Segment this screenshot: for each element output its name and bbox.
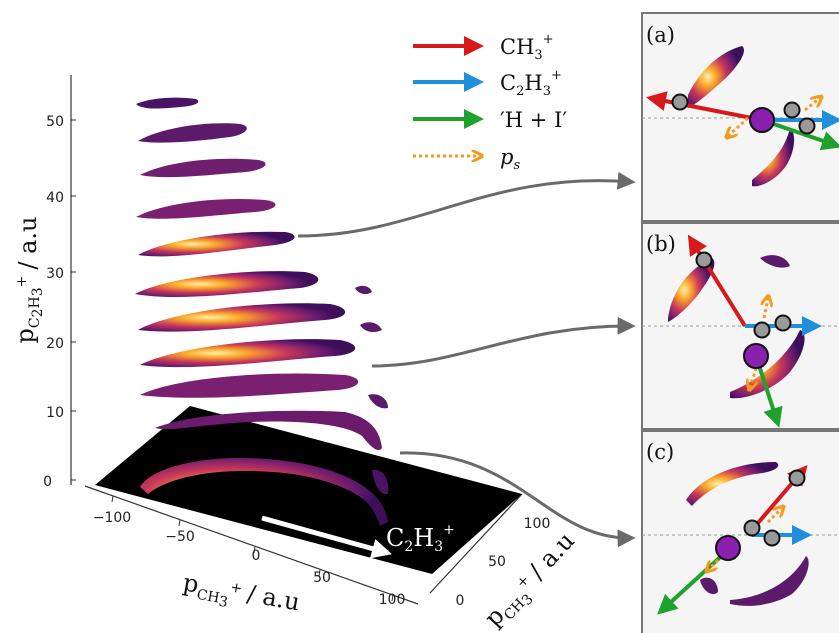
floor-heatmap: C2H3+ xyxy=(95,406,522,574)
panel-b-atom-c2 xyxy=(774,314,792,332)
panel-c-atom-ch3 xyxy=(788,469,806,487)
axes-3d xyxy=(70,75,523,605)
panel-a-arrow-red xyxy=(646,91,763,122)
panel-b-atom-c1 xyxy=(753,321,771,339)
panel-a-arrow-ps-2 xyxy=(728,116,750,136)
y-tick-100: 100 xyxy=(524,516,551,532)
panel-c-atom-i xyxy=(715,535,741,561)
slice-z15 xyxy=(140,373,359,398)
slice-z55 xyxy=(136,97,199,109)
panel-a-label: (a) xyxy=(646,23,675,47)
x-axis-line xyxy=(84,485,419,605)
y-axis-line xyxy=(429,493,523,594)
panel-c-cloud-left xyxy=(700,577,718,595)
x-tick-marks xyxy=(111,495,394,602)
x-tick-0: 0 xyxy=(252,548,261,564)
slice-scatter-4 xyxy=(372,469,389,495)
x-tick-neg50: −50 xyxy=(165,529,195,545)
connector-a xyxy=(297,171,636,238)
panel-a-atom-c2 xyxy=(798,117,816,135)
panel-b-cloud-upper xyxy=(668,258,715,322)
x-axis-label: pCH3+/ a.u xyxy=(180,568,302,623)
panels: (a) (b) xyxy=(641,12,839,633)
svg-text:pCH3+/ a.u: pCH3+/ a.u xyxy=(180,568,302,623)
legend-label-hi: ′H + I′ xyxy=(500,108,567,132)
panel-c-cloud-upper xyxy=(686,462,779,506)
panel-a-arrow-green xyxy=(761,118,839,151)
legend: CH3+ C2H3+ ′H + I′ ps xyxy=(413,32,567,173)
panel-c-atom-c1 xyxy=(743,519,761,537)
slice-scatter-2 xyxy=(360,322,382,333)
slice-z45 xyxy=(140,158,266,178)
z-tick-20: 20 xyxy=(46,336,64,352)
panel-a-cloud-upper xyxy=(688,46,745,108)
slice-z25 xyxy=(138,303,346,332)
panel-b-cloud-fragment xyxy=(760,255,790,268)
y-axis-label: pCH3+/ a.u xyxy=(479,527,585,633)
z-tick-40: 40 xyxy=(46,190,64,206)
slice-z35 xyxy=(138,231,295,257)
y-tick-50: 50 xyxy=(488,554,506,570)
x-tick-neg100: −100 xyxy=(93,510,131,526)
slice-z30 xyxy=(135,271,319,298)
x-tick-50: 50 xyxy=(313,570,331,586)
panel-b-atom-i xyxy=(743,343,769,369)
z-tick-30: 30 xyxy=(46,266,64,282)
connector-c xyxy=(399,451,636,548)
z-axis-label: pC2H3+/ a.u xyxy=(11,217,46,344)
panel-a: (a) xyxy=(641,12,839,222)
panel-c-atom-c2 xyxy=(763,529,781,547)
z-tick-10: 10 xyxy=(46,405,64,421)
connector-b xyxy=(371,316,636,368)
z-tick-marks xyxy=(71,119,76,481)
panel-b-label: (b) xyxy=(646,232,676,256)
slice-z10 xyxy=(155,410,382,451)
slice-z40 xyxy=(136,198,276,219)
panel-a-cloud-lower xyxy=(752,128,795,187)
legend-label-c2h3: C2H3+ xyxy=(500,68,562,99)
panel-a-atom-c1 xyxy=(783,101,801,119)
slice-z50 xyxy=(138,123,247,143)
slice-scatter-1 xyxy=(355,285,372,295)
svg-text:pC2H3+/ a.u: pC2H3+/ a.u xyxy=(11,217,46,344)
panel-c-cloud-lower xyxy=(730,556,809,606)
panel-b-arrow-red xyxy=(687,234,747,328)
z-tick-0: 0 xyxy=(43,474,52,490)
slice-z20 xyxy=(140,339,356,368)
floor-plane xyxy=(95,406,522,574)
panel-a-atom-ch3 xyxy=(671,93,689,111)
floor-arc xyxy=(140,458,388,526)
panel-b: (b) xyxy=(641,222,839,430)
legend-label-ps: ps xyxy=(500,145,520,173)
floor-arrow xyxy=(261,515,392,559)
floor-arrow-label: C2H3+ xyxy=(386,522,455,555)
y-tick-0: 0 xyxy=(456,593,465,609)
panel-c-label: (c) xyxy=(646,440,674,464)
slice-scatter-3 xyxy=(368,394,388,409)
panel-a-atom-i xyxy=(749,107,775,133)
connectors xyxy=(297,171,636,548)
svg-text:pCH3+/ a.u: pCH3+/ a.u xyxy=(479,527,585,633)
legend-label-ch3: CH3+ xyxy=(500,32,554,63)
z-tick-50: 50 xyxy=(46,114,64,130)
panel-c: (c) xyxy=(641,430,839,633)
x-tick-100: 100 xyxy=(379,592,406,608)
slice-stack xyxy=(135,97,389,495)
panel-b-atom-ch3 xyxy=(695,251,713,269)
